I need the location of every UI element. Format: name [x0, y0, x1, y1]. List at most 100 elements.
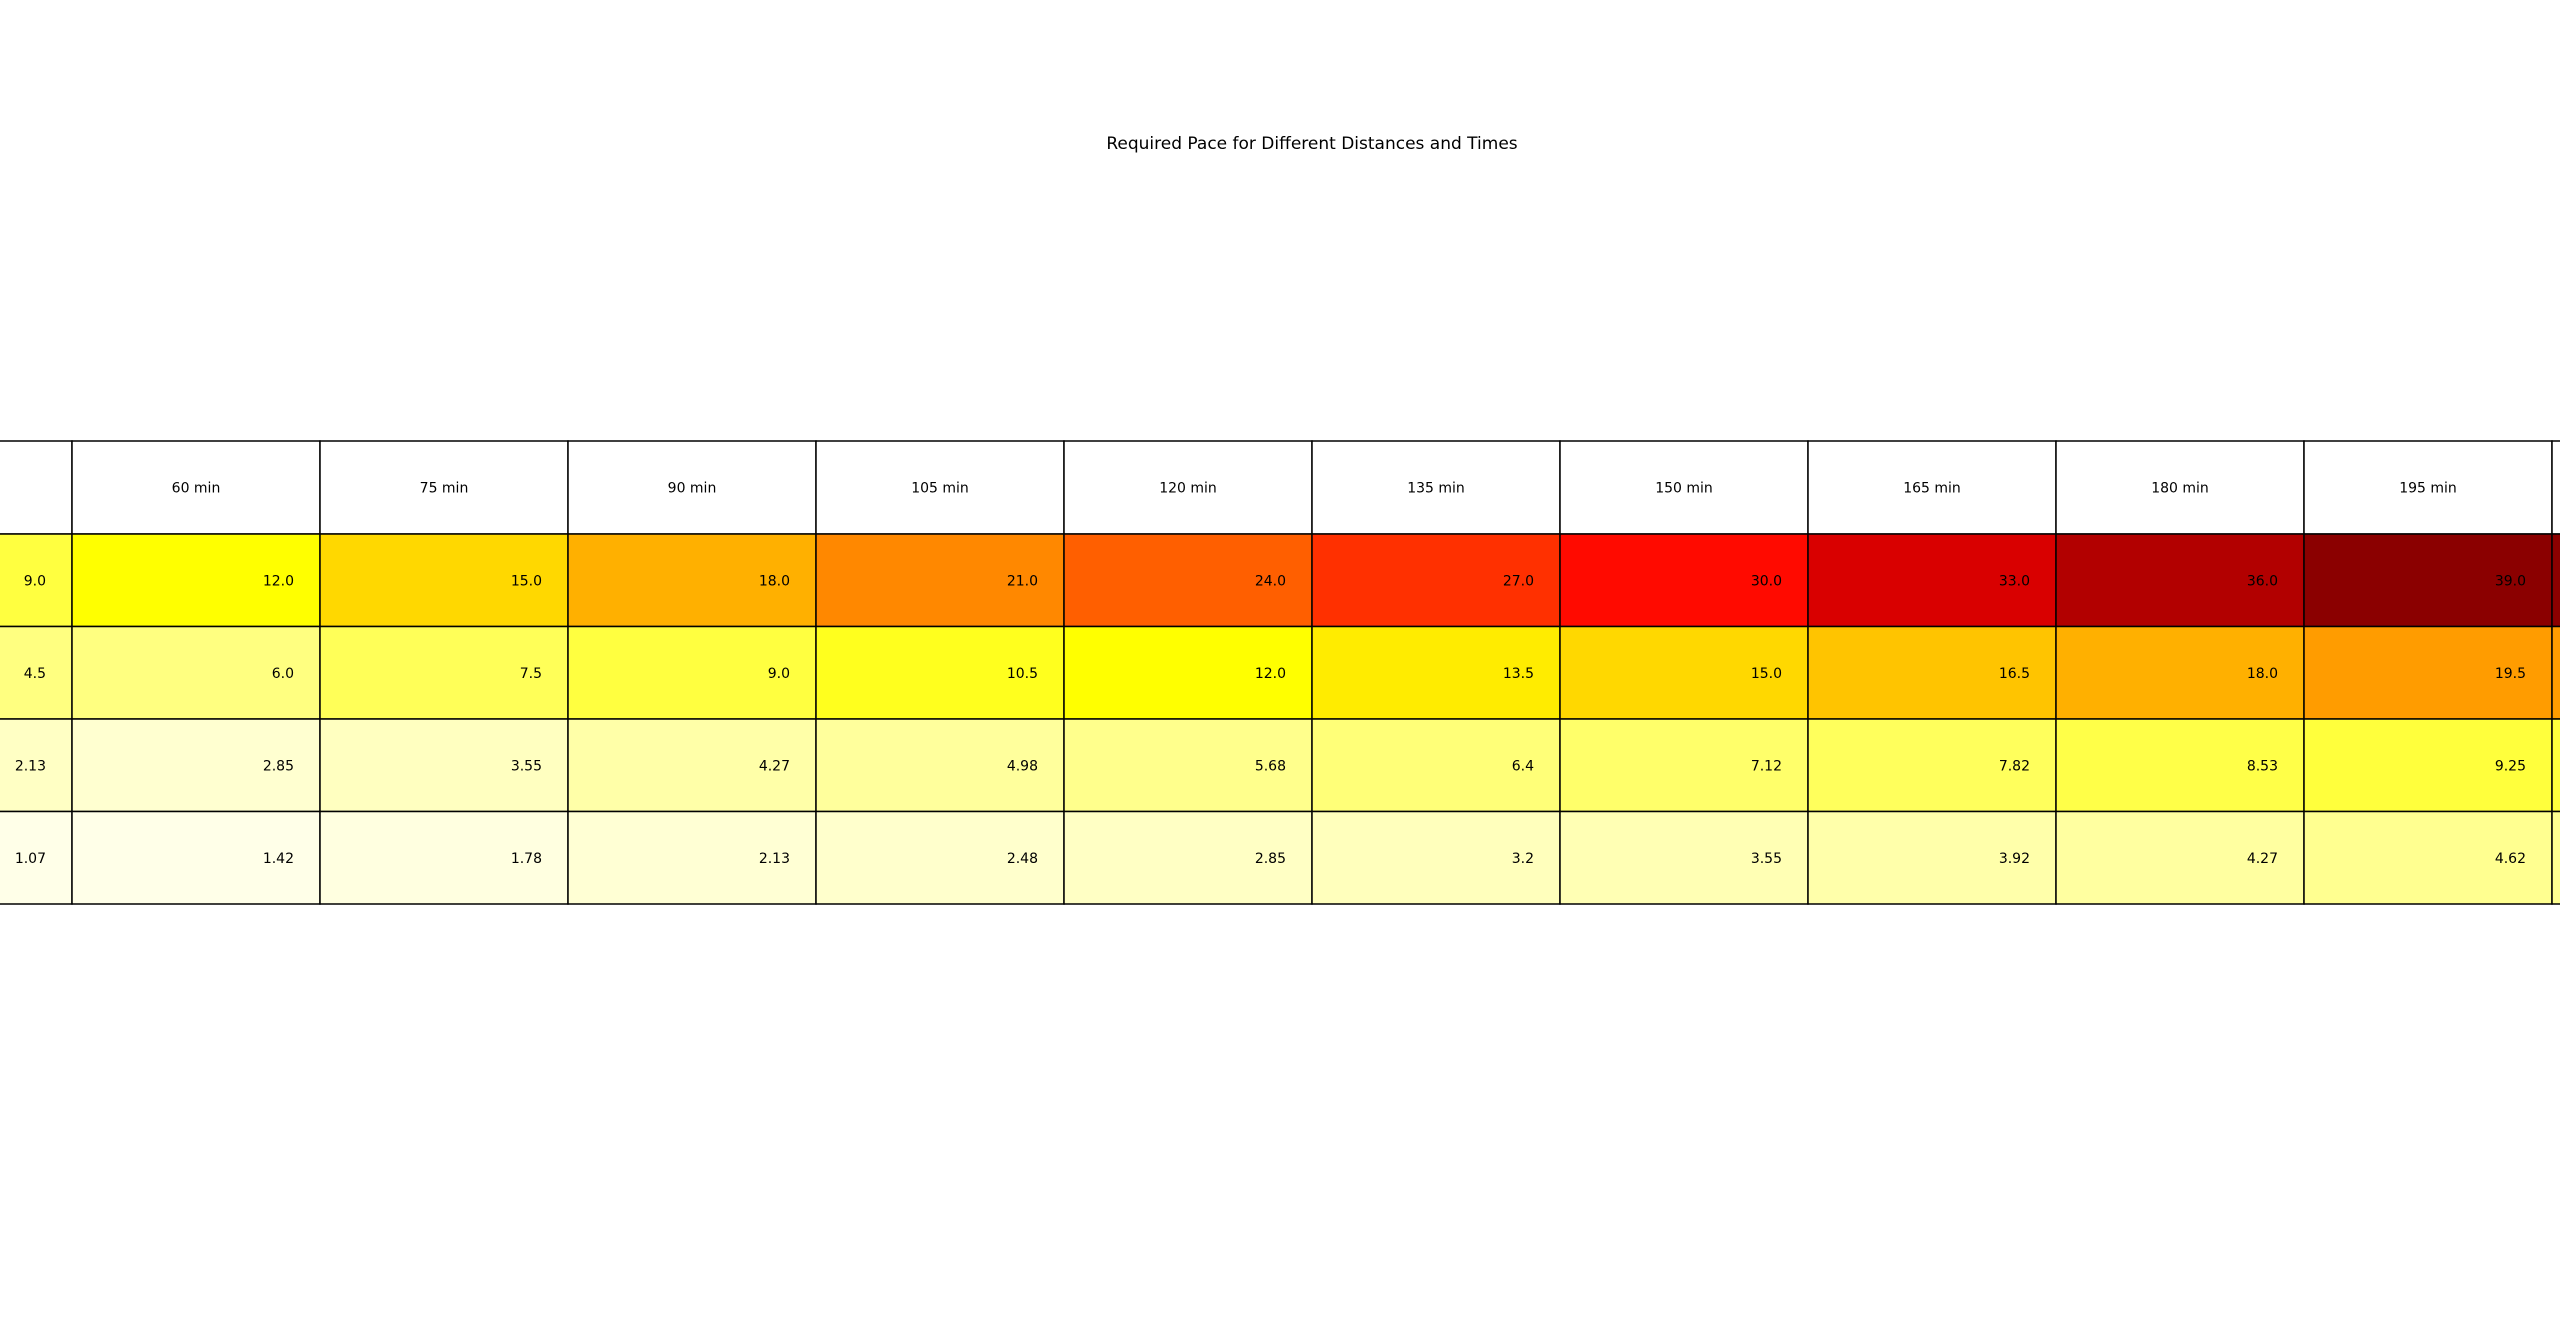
column-header-label: 120 min: [1159, 481, 1217, 497]
table-cell-value: 1.78: [511, 851, 542, 867]
table-cell-value: 4.27: [2247, 851, 2278, 867]
table-cell-value: 27.0: [1503, 573, 1534, 589]
column-header-label: 90 min: [668, 481, 717, 497]
column-header-label: 75 min: [420, 481, 469, 497]
table-cell-value: 2.48: [1007, 851, 1038, 867]
table-cell-value: 13.5: [1503, 666, 1534, 682]
table-cell: [71, 625, 321, 720]
table-cell-value: 24.0: [1255, 573, 1286, 589]
table-cell-value: 39.0: [2495, 573, 2526, 589]
row-first-value: 1.07: [15, 851, 46, 867]
table-cell-value: 7.82: [1999, 758, 2030, 774]
table-cell-value: 7.12: [1751, 758, 1782, 774]
table-cell-value: 6.4: [1512, 758, 1534, 774]
table-cell-value: 15.0: [1751, 666, 1782, 682]
table-cell: [567, 625, 817, 720]
table-cell: [1063, 533, 1313, 628]
table-cell-value: 15.0: [511, 573, 542, 589]
table-cell: [71, 718, 321, 813]
table-cell: [567, 718, 817, 813]
table-cell: [1807, 625, 2057, 720]
column-header-cell: [2055, 440, 2305, 535]
column-header-cell: [1063, 440, 1313, 535]
column-header-label: 135 min: [1407, 481, 1465, 497]
table-cell: [2055, 810, 2305, 905]
table-cell: [2303, 625, 2553, 720]
table-cell: [1559, 810, 1809, 905]
table-cell-overflow: [2551, 718, 2560, 813]
table-cell: [1311, 718, 1561, 813]
table-cell: [1311, 533, 1561, 628]
table-cell: [71, 810, 321, 905]
table-cell: [1559, 718, 1809, 813]
table-cell-value: 6.0: [272, 666, 294, 682]
table-cell-value: 3.2: [1512, 851, 1534, 867]
table-cell-value: 9.25: [2495, 758, 2526, 774]
table-cell-value: 16.5: [1999, 666, 2030, 682]
column-header-cell: [1807, 440, 2057, 535]
column-header-cell: [1311, 440, 1561, 535]
table-cell-value: 18.0: [2247, 666, 2278, 682]
table-cell-value: 3.55: [511, 758, 542, 774]
row-first-cell: [0, 533, 73, 628]
table-cell: [71, 533, 321, 628]
table-cell-value: 10.5: [1007, 666, 1038, 682]
table-cell: [319, 718, 569, 813]
table-cell-value: 12.0: [1255, 666, 1286, 682]
table-cell-value: 3.55: [1751, 851, 1782, 867]
table-cell: [2303, 810, 2553, 905]
row-first-value: 4.5: [24, 666, 46, 682]
row-first-value: 2.13: [15, 758, 46, 774]
table-cell: [1063, 625, 1313, 720]
table-cell: [2055, 718, 2305, 813]
column-header-label: 105 min: [911, 481, 969, 497]
column-header-label: 195 min: [2399, 481, 2457, 497]
table-cell-value: 4.27: [759, 758, 790, 774]
table-cell: [1063, 810, 1313, 905]
table-cell-value: 4.98: [1007, 758, 1038, 774]
table-cell: [1311, 625, 1561, 720]
column-header-label: 180 min: [2151, 481, 2209, 497]
table-cell-value: 2.85: [1255, 851, 1286, 867]
table-cell: [1807, 533, 2057, 628]
table-cell-value: 12.0: [263, 573, 294, 589]
column-header-label: 150 min: [1655, 481, 1713, 497]
table-cell-value: 36.0: [2247, 573, 2278, 589]
table-cell: [815, 718, 1065, 813]
table-cell-value: 19.5: [2495, 666, 2526, 682]
table-cell: [319, 625, 569, 720]
table-cell: [2303, 533, 2553, 628]
table-cell: [319, 810, 569, 905]
table-cell-value: 18.0: [759, 573, 790, 589]
table-cell-value: 9.0: [768, 666, 790, 682]
column-header-cell-overflow: [2551, 440, 2560, 535]
table-cell-value: 7.5: [520, 666, 542, 682]
table-cell: [1559, 625, 1809, 720]
table-cell-value: 33.0: [1999, 573, 2030, 589]
table-cell: [815, 533, 1065, 628]
column-header-cell: [1559, 440, 1809, 535]
table-cell: [567, 533, 817, 628]
table-cell-value: 3.92: [1999, 851, 2030, 867]
table-cell: [1807, 810, 2057, 905]
column-header-label: 60 min: [172, 481, 221, 497]
table-cell-value: 2.85: [263, 758, 294, 774]
table-cell: [2303, 718, 2553, 813]
column-header-label: 165 min: [1903, 481, 1961, 497]
row-first-cell: [0, 718, 73, 813]
row-first-value: 9.0: [24, 573, 46, 589]
table-cell-value: 4.62: [2495, 851, 2526, 867]
table-cell: [815, 625, 1065, 720]
table-cell-overflow: [2551, 810, 2560, 905]
table-cell-value: 1.42: [263, 851, 294, 867]
table-cell: [2055, 533, 2305, 628]
table-cell-value: 5.68: [1255, 758, 1286, 774]
table-cell: [567, 810, 817, 905]
chart-title: Required Pace for Different Distances an…: [1106, 134, 1518, 154]
table-cell-overflow: [2551, 625, 2560, 720]
table-cell-value: 30.0: [1751, 573, 1782, 589]
table-cell-value: 21.0: [1007, 573, 1038, 589]
table-cell-overflow: [2551, 533, 2560, 628]
table-cell-value: 2.13: [759, 851, 790, 867]
